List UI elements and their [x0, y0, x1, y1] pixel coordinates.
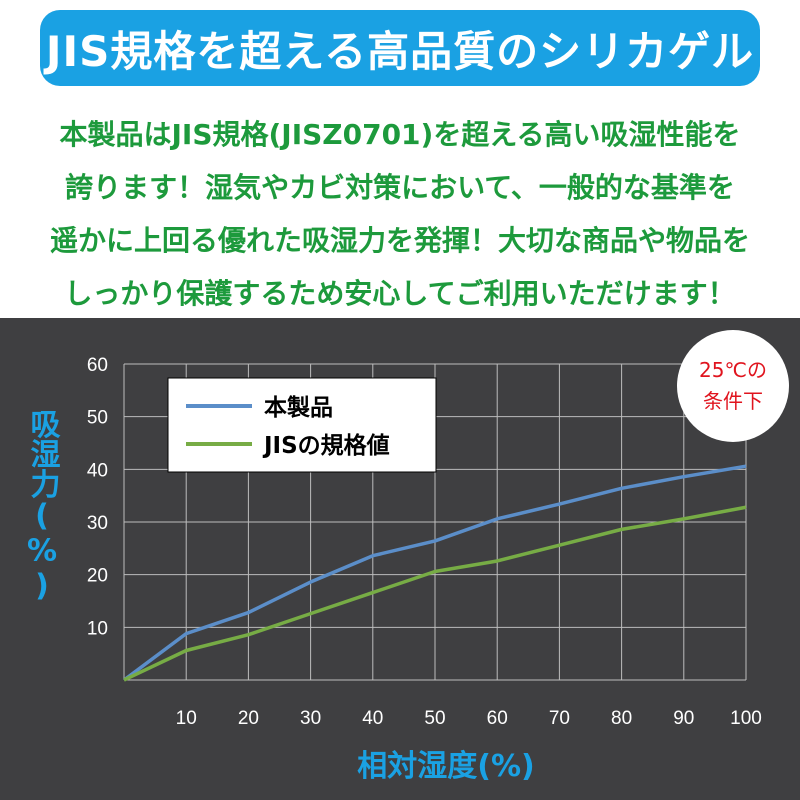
x-tick-label: 20	[238, 708, 259, 729]
x-tick-label: 60	[487, 708, 508, 729]
legend-label-1: 本製品	[264, 394, 333, 421]
series-line-2	[123, 505, 747, 682]
description: 本製品はJIS規格(JISZ0701)を超える高い吸湿性能を 誇ります！湿気やカ…	[0, 105, 800, 315]
x-tick-label: 40	[362, 708, 383, 729]
badge-line-2: 条件下	[703, 389, 763, 413]
badge-line-1: 25℃の	[699, 358, 767, 382]
description-line-1: 本製品はJIS規格(JISZ0701)を超える高い吸湿性能を	[59, 118, 741, 151]
x-tick-label: 80	[611, 708, 632, 729]
x-tick-label: 100	[730, 708, 762, 729]
x-tick-label: 30	[300, 708, 321, 729]
condition-badge	[677, 330, 789, 442]
series-line-1	[122, 464, 747, 682]
y-axis-label: 吸湿力(%)	[25, 409, 61, 604]
y-tick-label: 40	[87, 460, 108, 481]
y-tick-label: 60	[87, 355, 108, 376]
page-title: JIS規格を超える高品質のシリカゲル	[45, 26, 755, 76]
legend-label-2: JISの規格値	[262, 432, 390, 459]
legend-box	[167, 377, 437, 473]
y-tick-label: 20	[87, 566, 108, 587]
title-banner: JIS規格を超える高品質のシリカゲル	[0, 0, 800, 100]
x-tick-label: 10	[176, 708, 197, 729]
description-line-3: 遥かに上回る優れた吸湿力を発揮！大切な商品や物品を	[49, 224, 750, 257]
x-axis-label: 相対湿度(%)	[357, 749, 534, 784]
y-tick-label: 50	[87, 408, 108, 429]
y-tick-label: 30	[87, 513, 108, 534]
x-tick-label: 50	[424, 708, 445, 729]
x-tick-label: 70	[549, 708, 570, 729]
y-tick-label: 10	[87, 618, 108, 639]
description-line-4: しっかり保護するため安心してご利用いただけます！	[64, 277, 736, 310]
description-line-2: 誇ります！湿気やカビ対策において、一般的な基準を	[65, 171, 735, 204]
x-tick-label: 90	[673, 708, 694, 729]
title-box: JIS規格を超える高品質のシリカゲル	[40, 10, 760, 86]
